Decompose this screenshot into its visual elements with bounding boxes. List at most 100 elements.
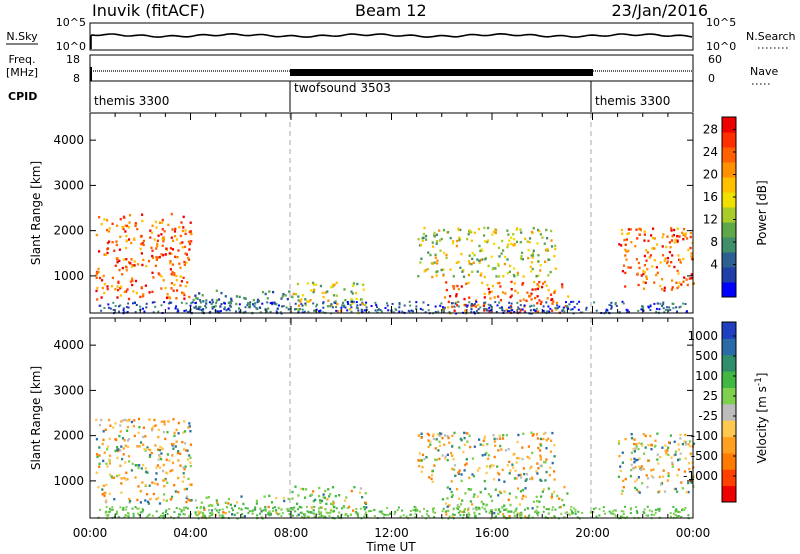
echo-cell — [552, 506, 554, 509]
echo-cell — [114, 438, 117, 441]
echo-cell — [196, 297, 199, 300]
echo-cell — [181, 246, 184, 249]
echo-cell — [508, 310, 511, 313]
echo-cell — [650, 469, 653, 472]
echo-cell — [297, 295, 300, 298]
echo-cell — [461, 499, 464, 502]
echo-cell — [118, 434, 121, 438]
echo-cell — [139, 295, 142, 299]
echo-cell — [116, 296, 119, 299]
echo-cell — [152, 492, 155, 496]
echo-cell — [617, 442, 620, 445]
echo-cell — [267, 513, 270, 516]
echo-cell — [191, 301, 194, 304]
echo-cell — [127, 297, 131, 301]
echo-cell — [120, 420, 123, 423]
echo-cell — [98, 454, 101, 457]
echo-cell — [328, 515, 331, 517]
echo-cell — [322, 295, 325, 299]
echo-cell — [666, 449, 669, 452]
echo-cell — [215, 499, 218, 502]
echo-cell — [409, 304, 412, 307]
echo-cell — [175, 238, 179, 241]
echo-cell — [468, 262, 471, 265]
echo-cell — [490, 290, 493, 293]
echo-cell — [492, 230, 495, 234]
echo-cell — [294, 510, 297, 513]
echo-cell — [135, 291, 138, 295]
echo-cell — [510, 236, 513, 239]
echo-cell — [468, 296, 471, 299]
echo-cell — [95, 418, 98, 421]
echo-cell — [688, 467, 691, 471]
echo-cell — [614, 303, 617, 306]
echo-cell — [639, 228, 642, 231]
echo-cell — [217, 298, 221, 301]
echo-cell — [497, 295, 500, 298]
colorbar-swatch — [722, 338, 736, 356]
echo-cell — [98, 423, 102, 427]
echo-cell — [452, 513, 455, 516]
echo-cell — [484, 301, 487, 304]
echo-cell — [257, 300, 260, 303]
echo-cell — [200, 506, 202, 508]
echo-cell — [179, 452, 182, 455]
echo-cell — [568, 303, 571, 306]
echo-cell — [425, 234, 428, 238]
echo-cell — [109, 424, 112, 427]
echo-cell — [570, 300, 573, 303]
echo-cell — [530, 465, 533, 469]
echo-cell — [530, 261, 533, 264]
echo-cell — [457, 300, 460, 303]
echo-cell — [120, 477, 123, 480]
echo-cell — [334, 300, 337, 303]
echo-cell — [673, 440, 676, 443]
echo-cell — [550, 298, 553, 302]
echo-cell — [561, 286, 564, 289]
echo-cell — [104, 500, 108, 504]
colorbar-swatch — [722, 252, 736, 268]
echo-cell — [457, 471, 460, 474]
echo-cell — [172, 289, 175, 292]
echo-cell — [567, 295, 570, 298]
echo-cell — [473, 511, 476, 514]
echo-cell — [528, 477, 532, 481]
echo-cell — [145, 264, 148, 268]
echo-cell — [304, 302, 307, 305]
echo-cell — [414, 516, 417, 518]
echo-cell — [144, 467, 147, 470]
echo-cell — [121, 457, 124, 461]
colorbar-swatch — [722, 282, 736, 298]
echo-cell — [516, 271, 519, 275]
echo-cell — [335, 294, 338, 297]
echo-cell — [281, 512, 284, 515]
y-tick-label: 1000 — [53, 474, 84, 488]
y-tick-label: 3000 — [53, 383, 84, 397]
echo-cell — [630, 468, 633, 472]
echo-cell — [114, 422, 117, 425]
echo-cell — [494, 444, 497, 447]
echo-cell — [620, 510, 623, 513]
echo-cell — [189, 443, 192, 446]
echo-cell — [516, 456, 519, 460]
echo-cell — [335, 281, 338, 284]
echo-cell — [624, 271, 627, 275]
echo-cell — [537, 260, 540, 263]
echo-cell — [124, 508, 127, 511]
echo-cell — [458, 510, 462, 513]
echo-cell — [473, 231, 476, 234]
echo-cell — [165, 509, 168, 512]
echo-cell — [158, 516, 161, 519]
echo-cell — [476, 495, 479, 498]
echo-cell — [118, 248, 121, 251]
echo-cell — [547, 508, 550, 511]
echo-cell — [169, 260, 172, 263]
echo-cell — [671, 461, 674, 464]
echo-cell — [456, 505, 460, 508]
echo-cell — [166, 453, 169, 456]
echo-cell — [326, 498, 329, 501]
echo-cell — [190, 240, 193, 243]
echo-cell — [141, 507, 144, 510]
echo-cell — [560, 512, 563, 515]
